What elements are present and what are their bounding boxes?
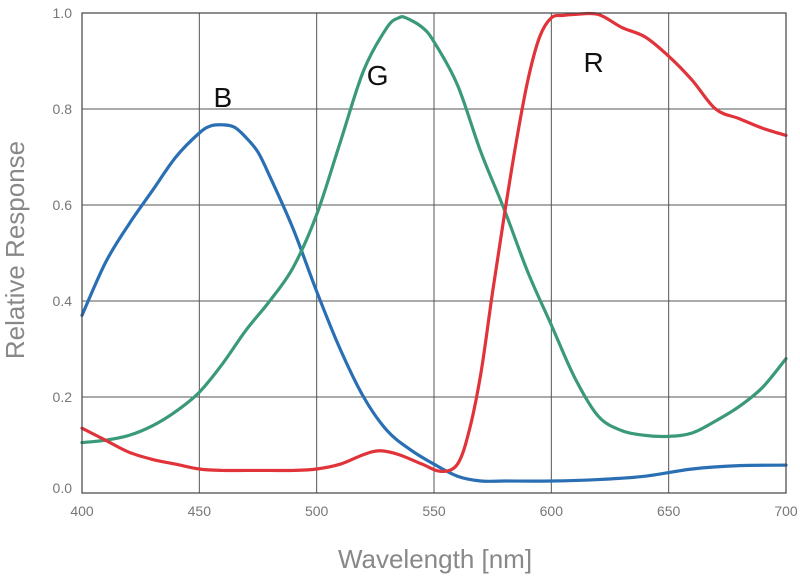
series-line-b — [80, 123, 788, 483]
series-line-g — [80, 15, 788, 445]
y-tick-label: 1.0 — [53, 5, 73, 21]
series-label-b: B — [213, 82, 232, 113]
series-line-r — [80, 11, 788, 473]
y-tick-label: 0.6 — [53, 197, 73, 213]
y-tick-label: 0.0 — [53, 480, 73, 496]
tick-labels: 400 450 500 550 600 650 700 0.0 0.2 0.4 0.6 0.8 1.0 — [53, 5, 798, 519]
x-tick-label: 650 — [657, 503, 681, 519]
x-axis-title: Wavelength [nm] — [338, 544, 532, 574]
x-tick-label: 400 — [70, 503, 94, 519]
y-tick-label: 0.4 — [53, 293, 73, 309]
grid — [82, 13, 786, 493]
y-tick-label: 0.2 — [53, 389, 73, 405]
series-labels: B G R — [213, 47, 603, 113]
x-tick-label: 450 — [188, 503, 212, 519]
series-label-g: G — [367, 60, 389, 91]
series-label-r: R — [583, 47, 603, 78]
x-tick-label: 500 — [305, 503, 329, 519]
plot-frame — [81, 12, 787, 494]
y-axis-title: Relative Response — [0, 141, 30, 359]
series-curves — [80, 11, 788, 483]
x-tick-label: 600 — [540, 503, 564, 519]
x-tick-label: 700 — [774, 503, 798, 519]
x-tick-label: 550 — [422, 503, 446, 519]
y-tick-label: 0.8 — [53, 101, 73, 117]
